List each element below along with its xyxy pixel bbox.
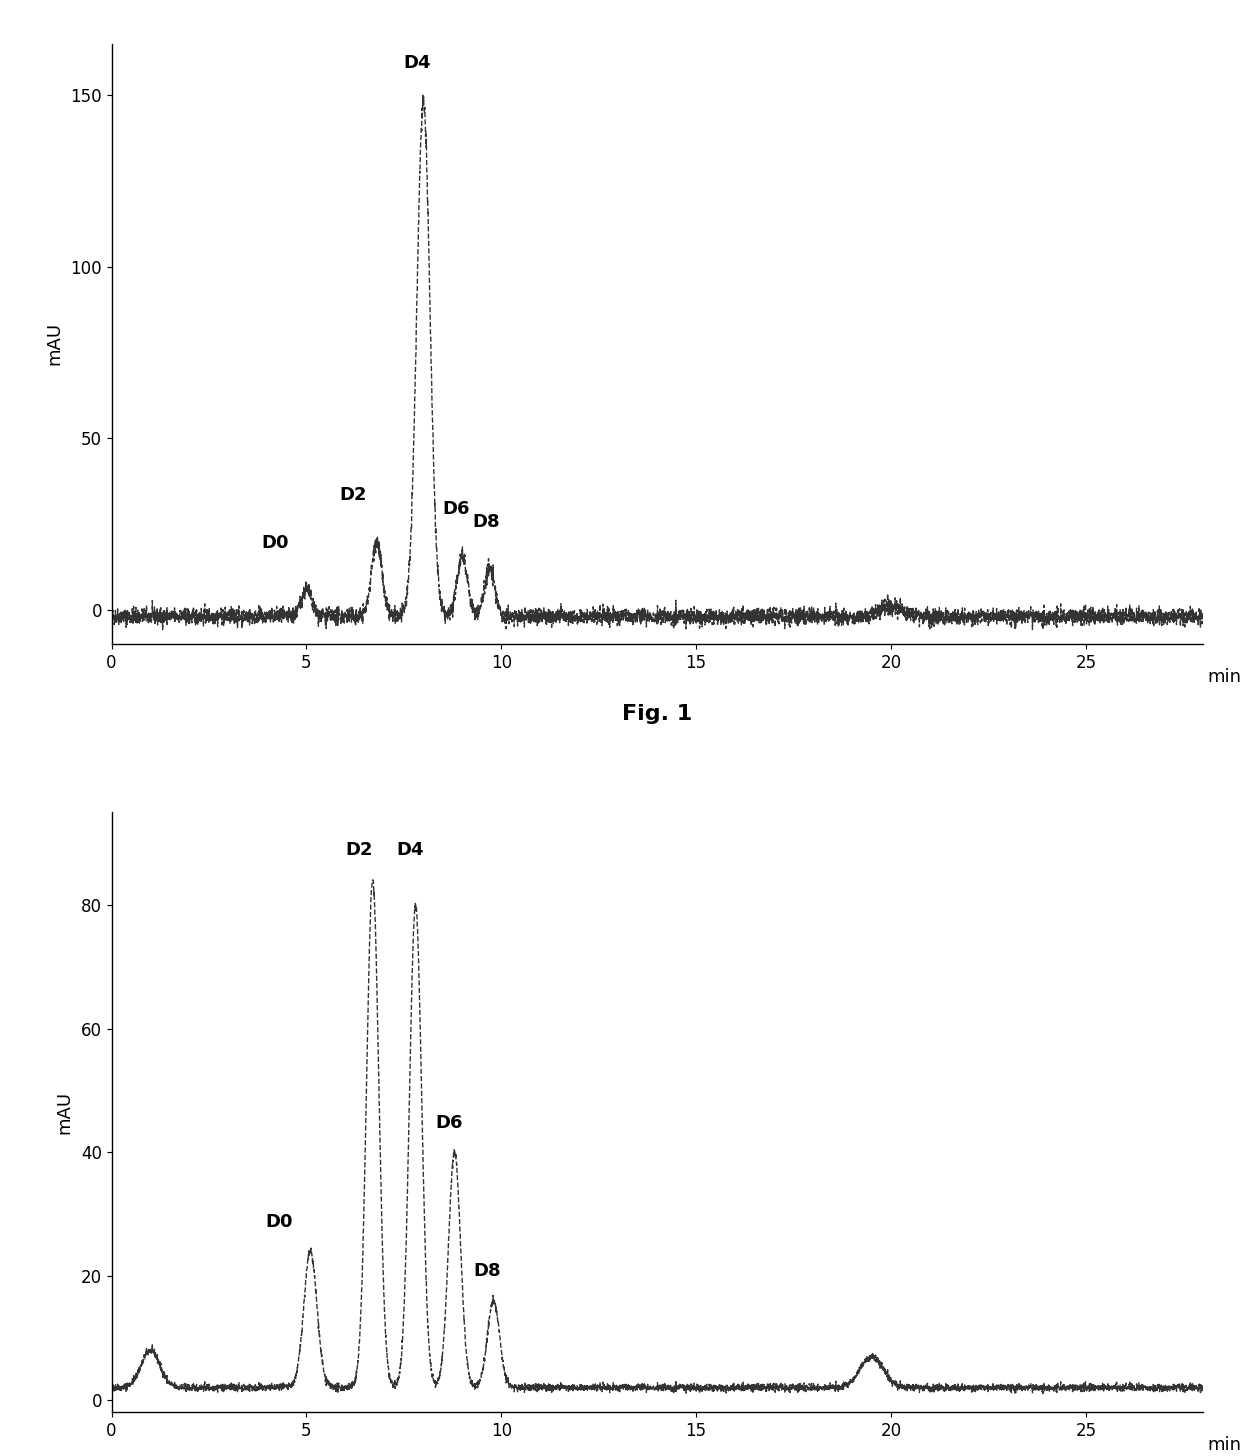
- X-axis label: min: min: [1208, 668, 1240, 686]
- Text: D0: D0: [262, 534, 289, 552]
- Text: D4: D4: [396, 842, 424, 859]
- Y-axis label: mAU: mAU: [56, 1091, 74, 1134]
- Text: D8: D8: [472, 514, 500, 531]
- Text: D8: D8: [474, 1262, 501, 1280]
- Text: D2: D2: [345, 842, 373, 859]
- Y-axis label: mAU: mAU: [46, 322, 63, 365]
- Text: D2: D2: [340, 486, 367, 504]
- Text: D6: D6: [443, 499, 470, 518]
- X-axis label: min: min: [1208, 1436, 1240, 1455]
- Text: D0: D0: [265, 1213, 293, 1230]
- Text: D6: D6: [435, 1114, 463, 1131]
- Text: Fig. 1: Fig. 1: [622, 705, 692, 724]
- Text: D4: D4: [404, 54, 432, 71]
